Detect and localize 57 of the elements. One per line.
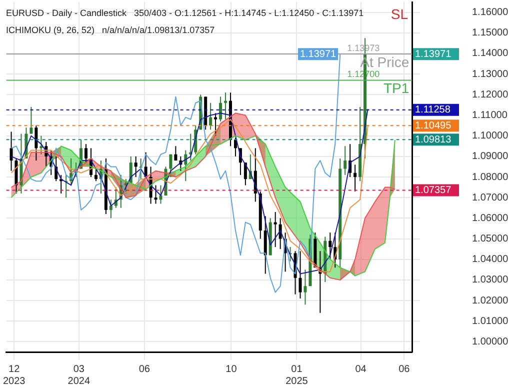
x-tick-label: 06	[138, 364, 150, 375]
y-tick-label: 1.16000	[472, 7, 509, 18]
x-tick-label: 01 2025	[286, 364, 308, 387]
data-label: 1.13971	[300, 48, 337, 60]
ref-line-label: 1.07357	[415, 184, 452, 196]
x-tick-label: 12 2023	[3, 364, 26, 387]
x-tick-label: 03 2024	[68, 364, 90, 387]
candlestick	[174, 146, 178, 162]
y-tick-label: 1.01000	[472, 316, 509, 327]
candlestick	[214, 112, 218, 136]
candlestick	[109, 199, 112, 219]
x-tick-label: 04	[355, 364, 367, 375]
y-tick-label: 1.07000	[472, 192, 509, 204]
y-tick-label: 1.08000	[472, 172, 509, 183]
candlestick	[34, 125, 38, 162]
candlestick	[344, 146, 347, 176]
candlestick	[94, 168, 98, 182]
y-tick-label: 1.03000	[472, 274, 509, 286]
y-tick-label: 1.09000	[472, 151, 509, 162]
annotation: SL	[390, 6, 408, 22]
candlestick	[219, 96, 222, 122]
candlestick	[84, 144, 88, 164]
candlestick	[169, 154, 172, 178]
candlestick	[134, 156, 138, 178]
y-tick-label: 1.13000	[472, 68, 509, 80]
annotation: TP1	[383, 80, 410, 96]
candlestick	[354, 164, 357, 192]
candlestick	[304, 269, 307, 306]
y-tick-label: 1.04000	[472, 254, 509, 266]
text: 1.13971	[415, 48, 452, 60]
candlestick	[328, 232, 332, 260]
candlestick	[40, 135, 43, 155]
y-tick-label: 1.14000	[472, 48, 509, 60]
candlestick	[224, 92, 228, 120]
ref-line-label: 1.11258	[415, 104, 451, 116]
text: ICHIMOKU (9, 26, 52) n/a/n/a/n/a/1.09813/1.07357	[6, 24, 216, 37]
y-tick-label: 1.11000	[472, 110, 508, 121]
ref-line-label: 1.09813	[415, 134, 452, 146]
x-tick-label: 06	[398, 364, 410, 375]
y-tick-label: 1.05000	[472, 234, 509, 245]
candlestick	[10, 131, 13, 172]
candlestick	[30, 106, 33, 134]
y-tick-label: 1.10000	[472, 130, 509, 142]
candlestick	[274, 212, 277, 248]
candlestick	[159, 184, 162, 204]
candlestick	[298, 250, 302, 299]
candlestick	[209, 102, 212, 130]
candlestick	[144, 152, 148, 178]
y-tick-label: 1.00000	[472, 336, 509, 348]
y-tick-label: 1.06000	[472, 212, 509, 224]
ref-line-label: 1.10495	[415, 120, 452, 132]
text: EURUSD - Daily - Candlestick 350/403 - O:1.12561 - H:1.14745 - L:1.12450 - C:1.13971	[6, 7, 364, 20]
x-tick-label: 10	[226, 364, 238, 375]
y-tick-label: 1.12000	[472, 89, 509, 100]
y-tick-label: 1.02000	[472, 295, 509, 306]
candlestick	[154, 184, 158, 204]
y-tick-label: 1.15000	[472, 28, 509, 39]
